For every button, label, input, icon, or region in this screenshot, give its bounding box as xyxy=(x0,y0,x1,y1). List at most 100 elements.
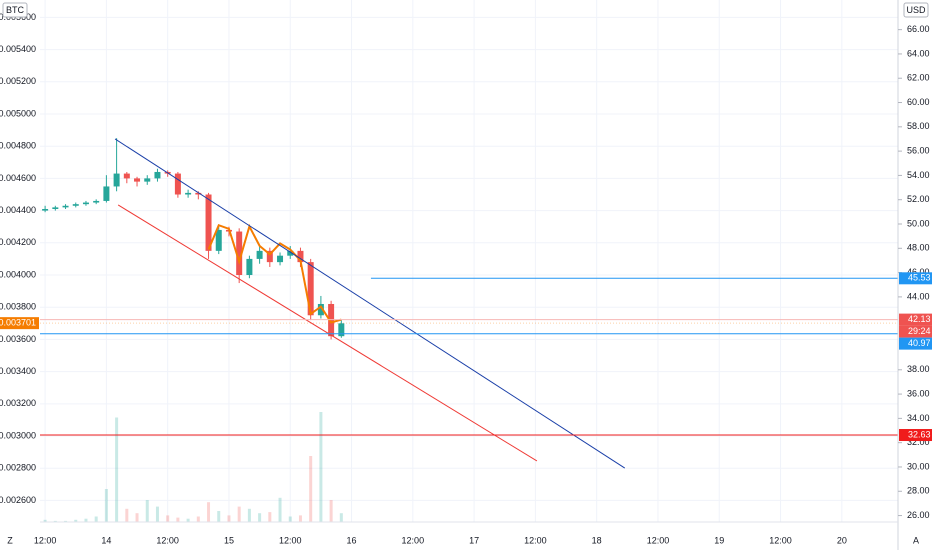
price-badge xyxy=(899,272,932,285)
candle-body xyxy=(195,192,202,195)
price-badge xyxy=(899,313,932,326)
x-tick-label: 12:00 xyxy=(279,535,302,545)
candle-body xyxy=(215,229,222,251)
y2-tick-label: 46.00 xyxy=(907,267,930,277)
candle-body xyxy=(307,262,314,316)
candle-body xyxy=(277,255,284,263)
candle-body xyxy=(62,205,69,208)
volume-bar xyxy=(104,489,108,522)
volume-bar xyxy=(115,417,119,522)
candle-body xyxy=(266,250,273,263)
y2-tick-label: 66.00 xyxy=(907,24,930,34)
volume-bar xyxy=(309,456,313,522)
y2-tick-label: 28.00 xyxy=(907,486,930,496)
price-badge-label: 42.13 xyxy=(908,314,931,324)
volume-bar xyxy=(43,519,47,522)
candle-body xyxy=(144,178,151,182)
volume-bar xyxy=(125,508,129,522)
y2-tick-label: 32.00 xyxy=(907,437,930,447)
volume-bar xyxy=(319,412,323,522)
timezone-button[interactable]: Z xyxy=(7,535,13,545)
candle-body xyxy=(317,303,324,316)
volume-bar xyxy=(268,512,272,522)
price-badge xyxy=(899,429,932,442)
last-price-label: 0.003701 xyxy=(0,318,36,328)
y2-tick-label: 48.00 xyxy=(907,243,930,253)
y2-tick-label: 38.00 xyxy=(907,364,930,374)
last-price-badge xyxy=(0,317,39,330)
y-tick-label: 0.003600 xyxy=(0,334,36,344)
y-tick-label: 0.003400 xyxy=(0,366,36,376)
y2-tick-label: 56.00 xyxy=(907,145,930,155)
volume-bar xyxy=(155,506,159,522)
trend-line xyxy=(117,204,538,462)
y2-tick-label: 30.00 xyxy=(907,461,930,471)
x-tick-label: 12:00 xyxy=(524,535,547,545)
y-tick-label: 0.005200 xyxy=(0,76,36,86)
y2-tick-label: 52.00 xyxy=(907,194,930,204)
countdown-badge xyxy=(899,325,932,338)
candle-body xyxy=(113,173,120,187)
candle-body xyxy=(205,194,212,251)
y2-tick-label: 36.00 xyxy=(907,388,930,398)
x-tick-label: 19 xyxy=(714,535,724,545)
price-badge xyxy=(899,337,932,350)
y2-tick-label: 60.00 xyxy=(907,97,930,107)
x-tick-label: 12:00 xyxy=(156,535,179,545)
volume-bar xyxy=(196,516,200,522)
y2-tick-label: 50.00 xyxy=(907,218,930,228)
y2-tick-label: 34.00 xyxy=(907,413,930,423)
y-tick-label: 0.003800 xyxy=(0,302,36,312)
x-tick-label: 20 xyxy=(837,535,847,545)
volume-bar xyxy=(84,518,88,522)
candle-body xyxy=(185,192,192,195)
overlay-line xyxy=(207,223,342,324)
y2-tick-label: 64.00 xyxy=(907,48,930,58)
candle-body xyxy=(134,178,141,182)
y-tick-label: 0.002800 xyxy=(0,463,36,473)
volume-bar xyxy=(186,518,190,522)
y2-tick-label: 62.00 xyxy=(907,73,930,83)
candle-body xyxy=(72,204,79,206)
candle-body xyxy=(52,207,59,209)
volume-bar xyxy=(74,519,78,522)
volume-bar xyxy=(64,520,68,522)
volume-bar xyxy=(288,516,292,522)
x-tick-label: 12:00 xyxy=(647,535,670,545)
left-axis-badge xyxy=(2,2,28,18)
candle-body xyxy=(297,250,304,263)
y-tick-label: 0.004200 xyxy=(0,237,36,247)
volume-bar xyxy=(247,508,251,522)
y-tick-label: 0.005000 xyxy=(0,108,36,118)
y2-tick-label: 44.00 xyxy=(907,291,930,301)
x-tick-label: 14 xyxy=(101,535,111,545)
volume-bar xyxy=(339,513,343,522)
plot-area xyxy=(40,138,898,522)
price-badge-label: 32.63 xyxy=(908,429,931,439)
volume-bar xyxy=(53,520,57,522)
volume-bar xyxy=(329,500,333,522)
left-axis-label: BTC xyxy=(6,5,25,15)
auto-scale-button[interactable]: A xyxy=(913,535,919,545)
y-tick-label: 0.004000 xyxy=(0,269,36,279)
trend-line xyxy=(114,138,626,469)
y-tick-label: 0.002600 xyxy=(0,495,36,505)
candle-body xyxy=(154,171,161,179)
right-axis-label: USD xyxy=(906,5,926,15)
volume-bar xyxy=(298,515,302,522)
y2-tick-label: 26.00 xyxy=(907,510,930,520)
candle-body xyxy=(123,173,130,179)
x-tick-label: 17 xyxy=(469,535,479,545)
x-tick-label: 15 xyxy=(224,535,234,545)
volume-bar xyxy=(207,502,211,522)
x-tick-label: 12:00 xyxy=(769,535,792,545)
volume-bar xyxy=(135,513,139,522)
candle-body xyxy=(42,208,49,211)
candle-body xyxy=(256,250,263,259)
y-tick-label: 0.004600 xyxy=(0,173,36,183)
volume-bar xyxy=(176,517,180,522)
y-tick-label: 0.004400 xyxy=(0,205,36,215)
y2-tick-label: 54.00 xyxy=(907,170,930,180)
y-tick-label: 0.004800 xyxy=(0,141,36,151)
